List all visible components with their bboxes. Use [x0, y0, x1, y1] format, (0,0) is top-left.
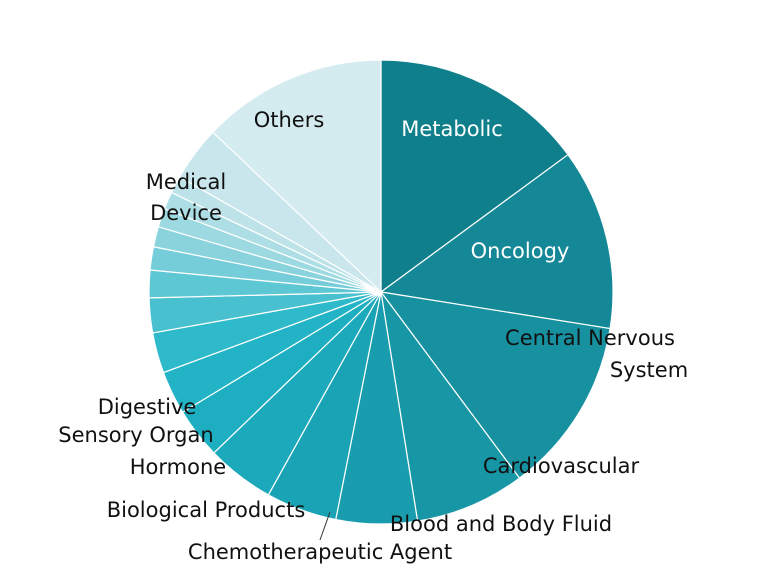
label-others: Others — [254, 108, 325, 132]
label-chemotherapeutic-agent: Chemotherapeutic Agent — [188, 540, 452, 564]
pie-slice-cardiovascular — [380, 291, 521, 522]
pie-slices — [148, 59, 614, 525]
pie-slice-others — [211, 59, 382, 294]
label-oncology: Oncology — [471, 239, 570, 263]
pie-slice-oncology — [379, 153, 614, 330]
pie-labels: Metabolic Oncology Central Nervous System Ca… — [58, 108, 688, 564]
label-central-nervous-system: Central Nervous System — [505, 326, 688, 382]
label-blood-and-body-fluid: Blood and Body Fluid — [390, 512, 612, 536]
label-digestive: Digestive — [98, 395, 197, 419]
label-biological-products: Biological Products — [107, 498, 306, 522]
pie-slice-metabolic — [380, 59, 569, 294]
label-metabolic: Metabolic — [401, 117, 503, 141]
label-medical-device: Medical Device — [146, 170, 226, 225]
label-sensory-organ: Sensory Organ — [58, 423, 213, 447]
pie-slice-central-nervous-system — [379, 291, 611, 479]
label-chemotherapeutic-agent-leader-line — [319, 511, 331, 541]
label-hormone: Hormone — [130, 455, 226, 479]
label-cardiovascular: Cardiovascular — [483, 454, 640, 478]
